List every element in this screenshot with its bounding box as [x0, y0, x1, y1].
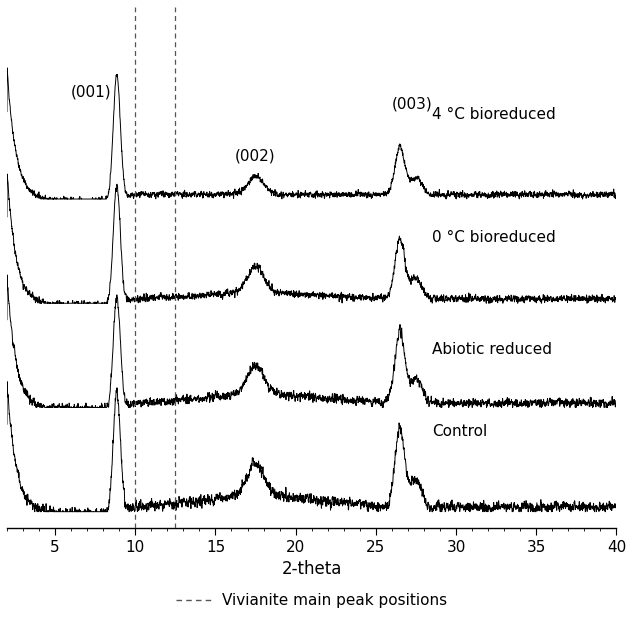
Text: 4 °C bioreduced: 4 °C bioreduced	[432, 107, 556, 122]
Text: (003): (003)	[392, 96, 432, 111]
Text: (002): (002)	[235, 148, 276, 164]
Legend: Vivianite main peak positions: Vivianite main peak positions	[170, 587, 453, 614]
X-axis label: 2-theta: 2-theta	[282, 560, 342, 578]
Text: 0 °C bioreduced: 0 °C bioreduced	[432, 231, 556, 245]
Text: Control: Control	[432, 424, 487, 439]
Text: Abiotic reduced: Abiotic reduced	[432, 342, 552, 357]
Text: (001): (001)	[70, 84, 111, 99]
